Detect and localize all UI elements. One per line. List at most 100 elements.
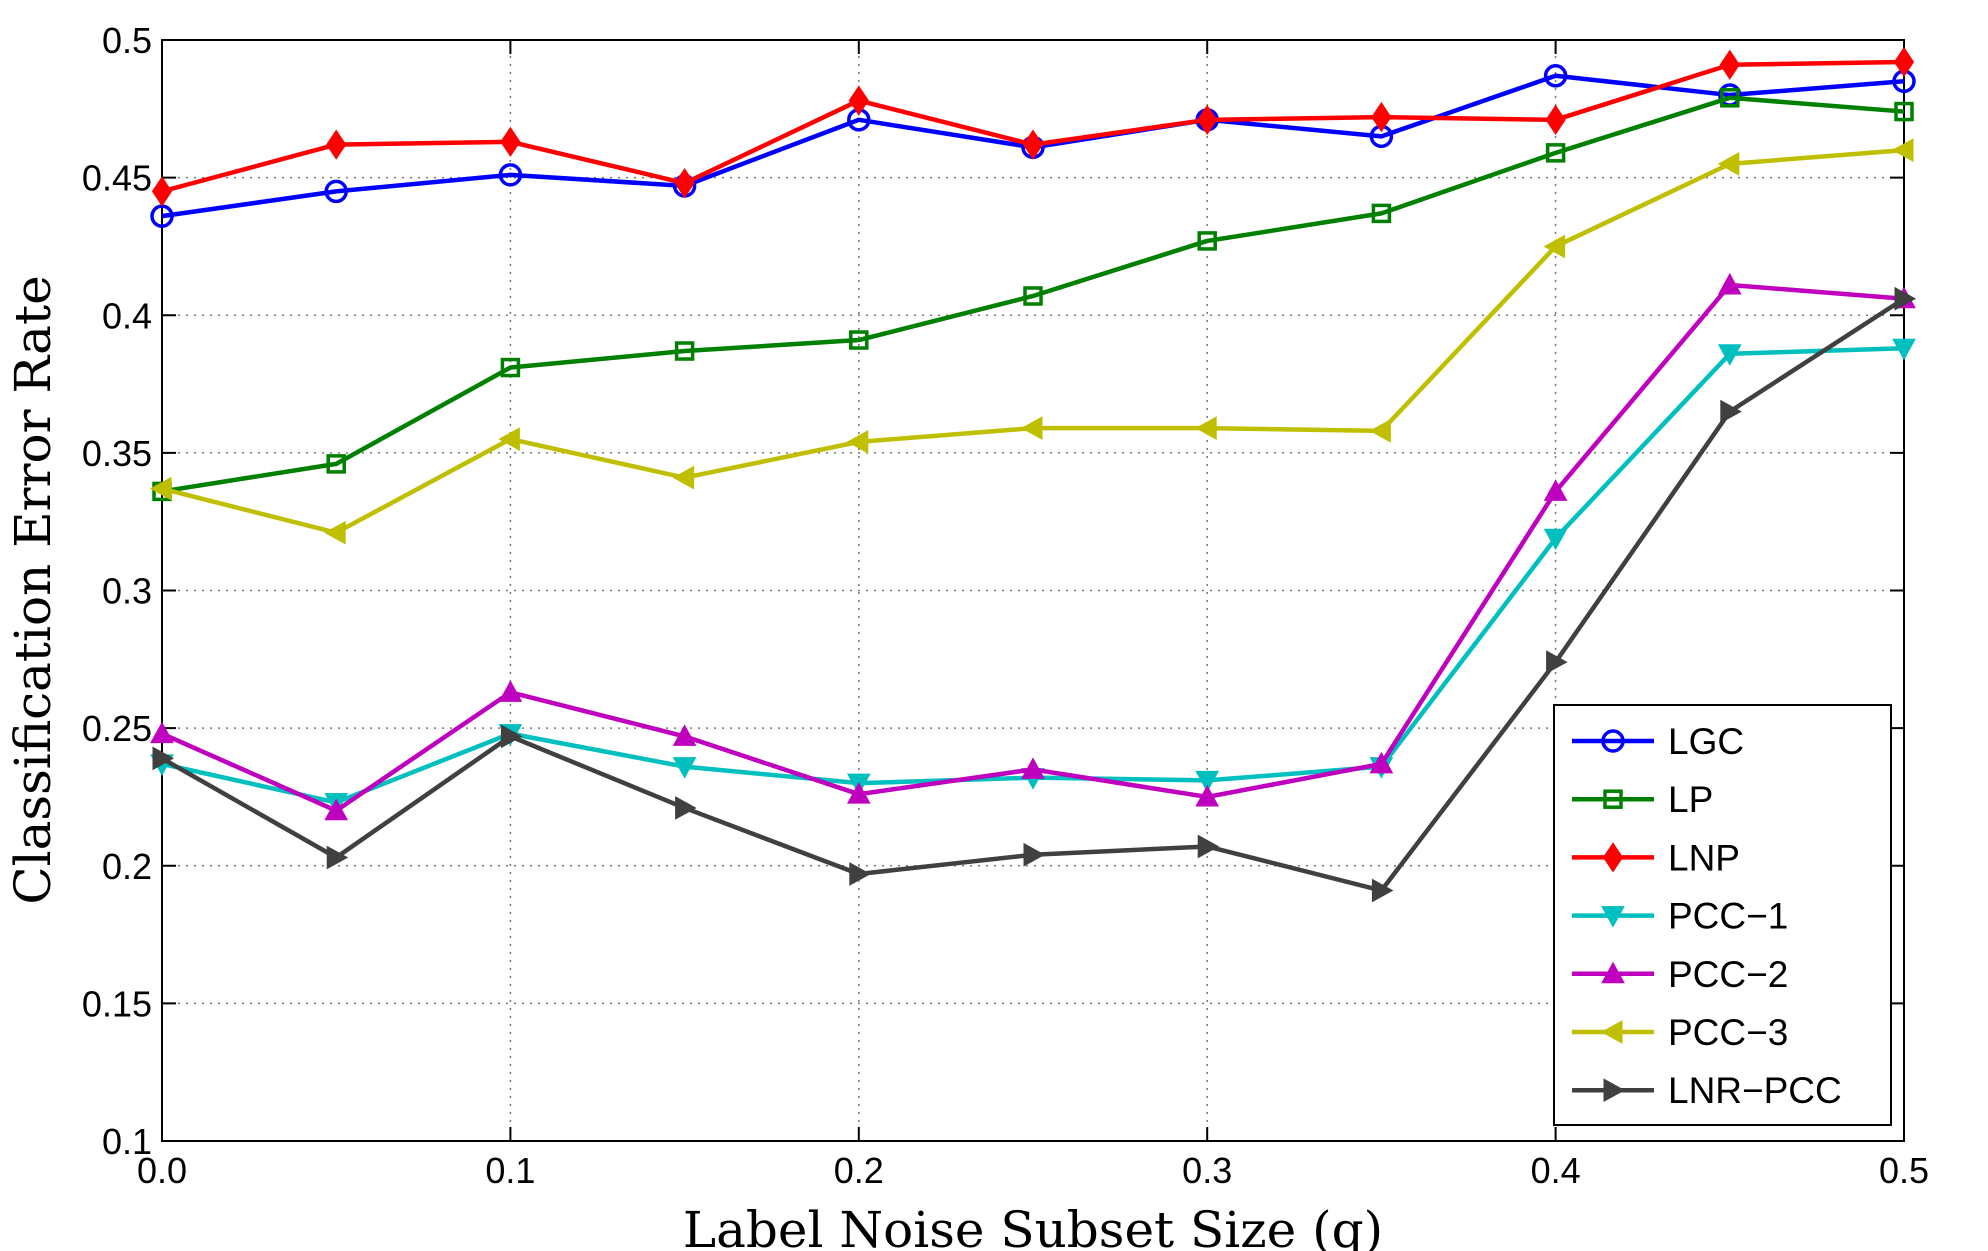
data-point-pcc-3 — [149, 476, 172, 501]
y-tick-label: 0.1 — [102, 1121, 152, 1162]
legend-label: LNP — [1668, 837, 1740, 878]
data-point-lp — [1197, 231, 1217, 251]
legend-item-pcc-2: PCC−2 — [1572, 954, 1788, 995]
data-point-pcc-1 — [1717, 344, 1742, 366]
series-line-lp — [161, 95, 1905, 494]
x-tick-label: 0.4 — [1531, 1150, 1581, 1191]
data-point-lp — [1371, 203, 1392, 224]
legend-item-lnr-pcc: LNR−PCC — [1572, 1070, 1842, 1111]
legend: LGC LP LNP PCC−1 PCC−2 PCC−3 LNR−PCC — [1553, 704, 1892, 1126]
data-point-lnr-pcc — [1546, 650, 1568, 674]
data-point-pcc-3 — [672, 465, 695, 490]
data-point-pcc-3 — [1369, 419, 1391, 443]
data-point-pcc-1 — [1543, 528, 1568, 551]
data-point-pcc-2 — [324, 798, 349, 821]
data-point-pcc-3 — [1020, 416, 1043, 440]
legend-label: LNR−PCC — [1668, 1070, 1842, 1111]
series-pcc-3 — [149, 138, 1914, 545]
legend-label: PCC−2 — [1668, 954, 1788, 995]
data-point-pcc-1 — [1195, 770, 1220, 793]
x-tick-label: 0.2 — [834, 1150, 884, 1191]
data-point-lnp — [1197, 104, 1218, 135]
data-point-lp — [326, 454, 346, 474]
data-point-pcc-2 — [672, 724, 697, 746]
x-axis-title: Label Noise Subset Size (q) — [683, 1201, 1383, 1251]
y-tick-label: 0.15 — [82, 983, 152, 1024]
x-tick-label: 0.0 — [137, 1150, 187, 1191]
legend-item-lgc: LGC — [1572, 721, 1744, 762]
legend-item-pcc-3: PCC−3 — [1572, 1012, 1788, 1053]
legend-marker — [1603, 789, 1623, 809]
data-point-lp — [1023, 286, 1043, 306]
legend-item-lnp: LNP — [1572, 837, 1740, 878]
y-axis-title: Classification Error Rate — [4, 275, 62, 904]
data-point-lnr-pcc — [1197, 834, 1220, 859]
data-point-lnr-pcc — [1894, 286, 1917, 311]
legend-label: PCC−1 — [1668, 896, 1788, 937]
data-point-lp — [849, 330, 869, 350]
series-pcc-2 — [150, 272, 1916, 821]
axis-ticks: 0.0 0.1 0.2 0.3 0.4 0.50.10.150.20.250.30.350… — [82, 20, 1929, 1191]
data-point-pcc-2 — [1021, 757, 1045, 779]
x-tick-label: 0.1 — [485, 1150, 535, 1191]
legend-item-lp: LP — [1572, 779, 1713, 820]
legend-marker — [1600, 1020, 1623, 1044]
data-point-pcc-3 — [1717, 152, 1740, 176]
data-point-lp — [674, 341, 695, 361]
legend-label: PCC−3 — [1668, 1012, 1788, 1053]
y-tick-label: 0.4 — [102, 295, 152, 336]
data-point-lnr-pcc — [849, 862, 871, 886]
data-point-lgc — [324, 179, 348, 204]
data-point-pcc-3 — [846, 430, 869, 454]
data-point-pcc-3 — [324, 520, 346, 545]
data-point-lnp — [326, 129, 347, 160]
data-point-lnp — [151, 176, 173, 207]
series-layer — [149, 46, 1917, 903]
data-point-pcc-3 — [498, 427, 520, 451]
data-point-lp — [1720, 88, 1740, 108]
data-point-lnp — [1371, 101, 1392, 133]
data-point-lnr-pcc — [326, 845, 349, 870]
data-point-pcc-1 — [672, 757, 697, 779]
data-point-lp — [1894, 101, 1914, 122]
data-point-pcc-1 — [1892, 338, 1916, 361]
data-point-pcc-2 — [846, 782, 871, 804]
data-point-lgc — [498, 163, 523, 187]
y-tick-label: 0.3 — [102, 571, 152, 612]
series-lp — [152, 88, 1914, 502]
data-point-lnp — [500, 126, 521, 157]
series-lnp — [151, 46, 1915, 207]
data-point-pcc-2 — [150, 721, 174, 744]
y-tick-label: 0.5 — [102, 20, 152, 61]
legend-item-pcc-1: PCC−1 — [1572, 896, 1788, 937]
data-point-pcc-3 — [1543, 234, 1566, 259]
data-point-lnr-pcc — [1720, 399, 1742, 424]
data-point-lnr-pcc — [1023, 842, 1046, 867]
data-point-lnr-pcc — [675, 796, 697, 820]
data-point-pcc-2 — [1543, 479, 1568, 501]
legend-marker — [1601, 729, 1625, 753]
y-tick-label: 0.25 — [82, 708, 152, 749]
data-point-lnr-pcc — [152, 746, 175, 771]
y-tick-label: 0.45 — [82, 158, 152, 199]
data-point-lnp — [1545, 104, 1566, 135]
data-point-lp — [500, 357, 521, 378]
data-point-lnp — [1893, 46, 1915, 78]
legend-label: LGC — [1668, 721, 1744, 762]
legend-marker — [1602, 842, 1624, 873]
legend-marker — [1601, 906, 1625, 928]
data-point-lgc — [1543, 64, 1568, 88]
x-tick-label: 0.5 — [1879, 1150, 1929, 1191]
data-point-lnr-pcc — [500, 724, 523, 749]
data-point-lnp — [674, 167, 695, 199]
data-point-pcc-2 — [498, 680, 523, 702]
data-point-lnp — [1022, 129, 1044, 160]
data-point-pcc-2 — [1195, 784, 1220, 807]
y-tick-label: 0.2 — [102, 846, 152, 887]
legend-marker — [1603, 1078, 1626, 1103]
legend-label: LP — [1668, 779, 1713, 820]
data-point-lnr-pcc — [1371, 878, 1394, 903]
data-point-lnp — [1719, 49, 1740, 80]
x-tick-label: 0.3 — [1182, 1150, 1232, 1191]
